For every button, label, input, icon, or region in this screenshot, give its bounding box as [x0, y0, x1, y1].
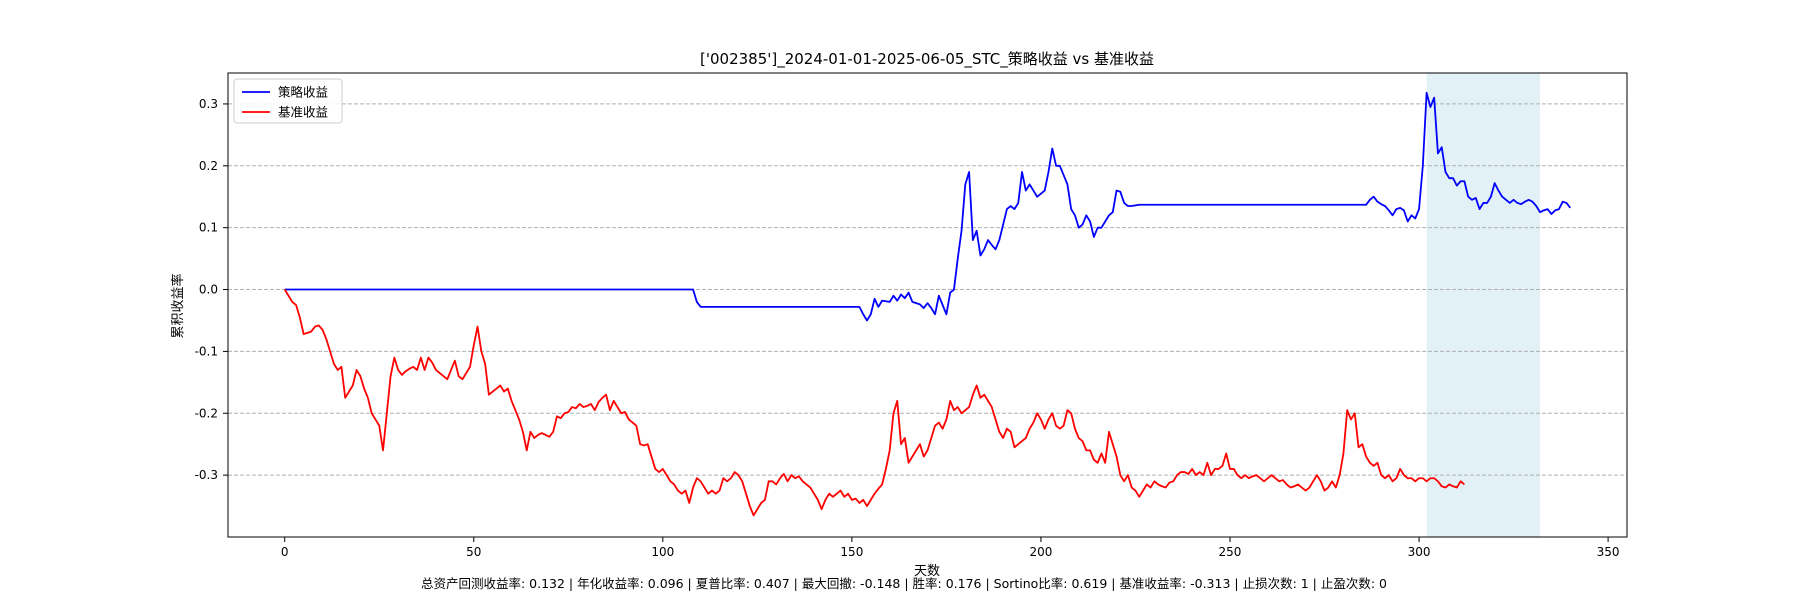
x-tick-label: 250 — [1219, 545, 1242, 559]
x-tick-label: 300 — [1408, 545, 1431, 559]
series-line-strategy — [284, 91, 1571, 322]
plot-frame — [227, 72, 1628, 538]
y-tick-label: -0.3 — [195, 468, 218, 482]
series-line-benchmark — [283, 289, 1465, 517]
y-tick-label: -0.1 — [195, 344, 218, 358]
x-tick-label: 200 — [1029, 545, 1052, 559]
y-tick-label: 0.3 — [199, 97, 218, 111]
x-axis-label: 天数 — [914, 564, 940, 579]
x-tick-label: 50 — [466, 545, 481, 559]
x-tick-label: 150 — [840, 545, 863, 559]
x-tick-label: 350 — [1597, 545, 1620, 559]
y-tick-label: -0.2 — [195, 406, 218, 420]
legend-label: 基准收益 — [278, 105, 328, 120]
stats-summary: 总资产回测收益率: 0.132 | 年化收益率: 0.096 | 夏普比率: 0… — [421, 576, 1387, 591]
y-tick-label: 0.1 — [199, 221, 218, 235]
y-axis-label: 累积收益率 — [170, 273, 186, 338]
chart-title: ['002385']_2024-01-01-2025-06-05_STC_策略收… — [700, 50, 1154, 69]
highlight-region — [1426, 73, 1541, 537]
y-tick-label: 0.2 — [199, 159, 218, 173]
legend-label: 策略收益 — [278, 85, 328, 100]
x-tick-label: 0 — [281, 545, 289, 559]
y-tick-label: 0.0 — [199, 283, 218, 297]
x-tick-label: 100 — [651, 545, 674, 559]
